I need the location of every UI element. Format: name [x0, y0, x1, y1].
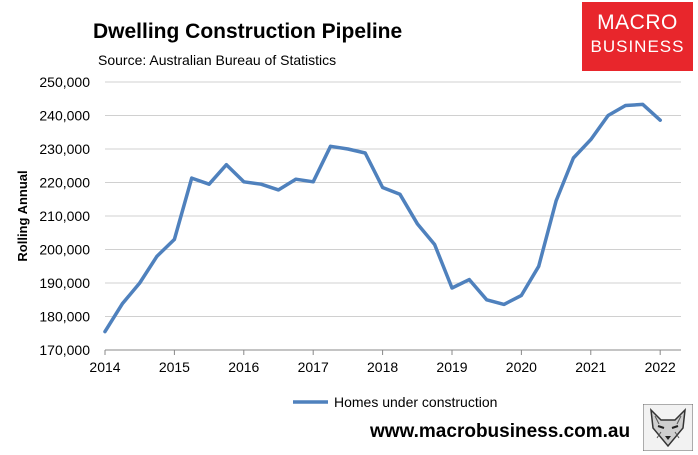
y-tick-label: 240,000 — [39, 108, 90, 124]
data-point — [311, 180, 315, 184]
data-point — [623, 103, 627, 107]
data-point — [589, 138, 593, 142]
chart-subtitle: Source: Australian Bureau of Statistics — [98, 52, 337, 68]
y-tick-label: 250,000 — [39, 74, 90, 90]
data-point — [103, 330, 107, 334]
data-point — [433, 242, 437, 246]
y-axis-tick-labels: 170,000 180,000 190,000 200,000 210,000 220,0… — [39, 74, 90, 358]
data-point — [207, 182, 211, 186]
data-point — [537, 264, 541, 268]
chart-title: Dwelling Construction Pipeline — [93, 20, 403, 43]
x-tick-label: 2021 — [575, 359, 606, 375]
data-point — [172, 237, 176, 241]
website-url[interactable]: www.macrobusiness.com.au — [370, 421, 631, 442]
x-axis-ticks — [104, 350, 661, 355]
data-point — [467, 278, 471, 282]
x-tick-label: 2020 — [506, 359, 537, 375]
x-tick-label: 2016 — [228, 359, 259, 375]
y-tick-label: 230,000 — [39, 141, 90, 157]
x-tick-label: 2017 — [298, 359, 329, 375]
data-point — [120, 302, 124, 306]
logo-line-2: BUSINESS — [590, 37, 685, 56]
data-point — [641, 102, 645, 106]
data-point — [571, 156, 575, 160]
data-point — [606, 114, 610, 117]
x-tick-label: 2014 — [89, 359, 120, 375]
data-point — [155, 254, 159, 258]
data-point — [502, 302, 506, 306]
data-point — [190, 176, 194, 180]
data-point — [346, 147, 350, 151]
legend-label: Homes under construction — [334, 394, 497, 410]
data-point — [276, 188, 280, 192]
data-point — [294, 177, 298, 181]
data-point — [329, 144, 333, 148]
x-tick-label: 2022 — [645, 359, 676, 375]
x-tick-label: 2015 — [159, 359, 190, 375]
chart-gridlines — [105, 81, 681, 317]
data-point — [450, 286, 454, 290]
y-tick-label: 220,000 — [39, 175, 90, 191]
logo-line-1: MACRO — [597, 11, 678, 34]
macrobusiness-logo[interactable]: MACRO BUSINESS — [582, 2, 693, 71]
x-tick-label: 2019 — [436, 359, 467, 375]
data-point — [363, 151, 367, 155]
data-point — [398, 192, 402, 196]
data-point — [381, 186, 385, 190]
x-tick-label: 2018 — [367, 359, 398, 375]
y-tick-label: 210,000 — [39, 208, 90, 224]
y-axis-label: Rolling Annual — [15, 170, 30, 261]
data-point — [485, 298, 489, 302]
data-point — [554, 199, 558, 203]
fox-mascot-icon — [643, 404, 693, 451]
data-point — [242, 180, 246, 184]
data-point — [658, 118, 662, 122]
y-tick-label: 190,000 — [39, 275, 90, 291]
legend: Homes under construction — [293, 394, 497, 410]
data-point — [138, 281, 142, 285]
data-point — [224, 163, 228, 167]
data-point — [259, 182, 263, 186]
data-point — [519, 293, 523, 297]
chart-series — [103, 102, 662, 334]
y-tick-label: 170,000 — [39, 342, 90, 358]
data-point — [415, 222, 419, 226]
y-tick-label: 180,000 — [39, 309, 90, 325]
y-tick-label: 200,000 — [39, 242, 90, 258]
series-line-homes-under-construction — [103, 102, 662, 334]
x-axis-tick-labels: 2014 2015 2016 2017 2018 2019 2020 2021 2022 — [89, 359, 676, 375]
